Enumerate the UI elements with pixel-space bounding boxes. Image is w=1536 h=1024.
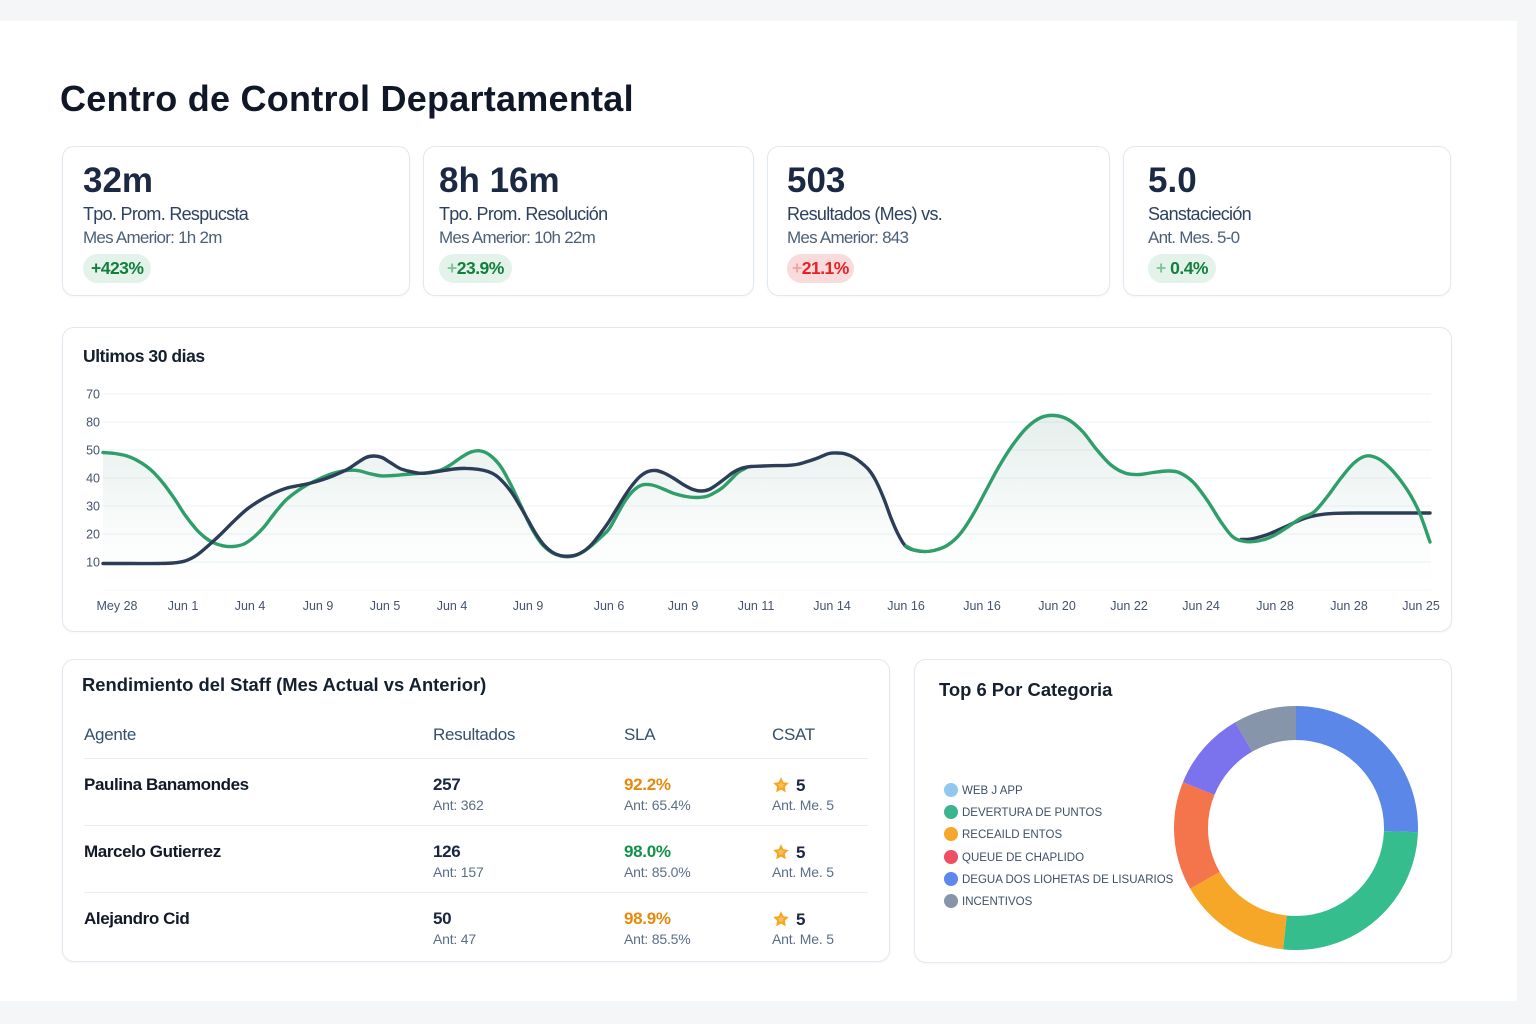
svg-text:Jun 16: Jun 16	[887, 599, 925, 613]
svg-text:Mey 28: Mey 28	[97, 599, 138, 613]
svg-text:Jun 1: Jun 1	[168, 599, 199, 613]
svg-text:Jun 5: Jun 5	[370, 599, 401, 613]
svg-text:30: 30	[86, 499, 100, 513]
svg-text:Jun 9: Jun 9	[303, 599, 334, 613]
svg-text:10: 10	[86, 555, 100, 569]
svg-text:Jun 20: Jun 20	[1038, 599, 1076, 613]
svg-text:Jun 9: Jun 9	[513, 599, 544, 613]
svg-text:Jun 28: Jun 28	[1330, 599, 1368, 613]
svg-text:20: 20	[86, 527, 100, 541]
svg-text:Jun 16: Jun 16	[963, 599, 1001, 613]
svg-text:Jun 9: Jun 9	[668, 599, 699, 613]
svg-text:Jun 28: Jun 28	[1256, 599, 1294, 613]
svg-text:Jun 25: Jun 25	[1402, 599, 1440, 613]
svg-text:Jun 4: Jun 4	[235, 599, 266, 613]
svg-text:Jun 24: Jun 24	[1182, 599, 1220, 613]
svg-text:Jun 4: Jun 4	[437, 599, 468, 613]
svg-text:40: 40	[86, 471, 100, 485]
svg-text:Jun 22: Jun 22	[1110, 599, 1148, 613]
svg-text:70: 70	[86, 387, 100, 401]
svg-text:Jun 6: Jun 6	[594, 599, 625, 613]
svg-text:Jun 14: Jun 14	[813, 599, 851, 613]
svg-text:50: 50	[86, 443, 100, 457]
svg-text:Jun 11: Jun 11	[738, 599, 775, 613]
svg-text:80: 80	[86, 415, 100, 429]
